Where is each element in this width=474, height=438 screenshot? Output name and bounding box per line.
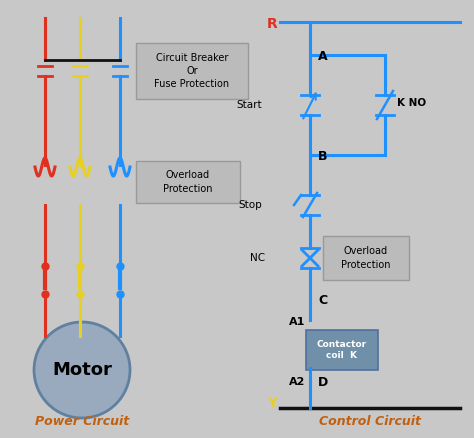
Text: A: A: [318, 50, 328, 64]
Text: A1: A1: [289, 317, 305, 327]
Text: R: R: [266, 17, 277, 31]
Text: Stop: Stop: [238, 200, 262, 210]
Text: Motor: Motor: [52, 361, 112, 379]
Text: A2: A2: [289, 377, 305, 387]
Text: Overload
Protection: Overload Protection: [341, 247, 391, 270]
FancyBboxPatch shape: [323, 236, 409, 280]
Text: Overload
Protection: Overload Protection: [163, 170, 213, 194]
Text: Contactor
coil  K: Contactor coil K: [317, 339, 367, 360]
FancyBboxPatch shape: [136, 161, 240, 203]
FancyBboxPatch shape: [136, 43, 248, 99]
FancyBboxPatch shape: [306, 330, 378, 370]
Text: Control Circuit: Control Circuit: [319, 415, 421, 428]
Text: Start: Start: [237, 100, 262, 110]
Text: Power Circuit: Power Circuit: [35, 415, 129, 428]
Text: Circuit Breaker
Or
Fuse Protection: Circuit Breaker Or Fuse Protection: [155, 53, 229, 89]
Circle shape: [34, 322, 130, 418]
Text: K NO: K NO: [397, 98, 426, 108]
Text: NC: NC: [250, 253, 265, 263]
Text: C: C: [318, 293, 327, 307]
Text: D: D: [318, 375, 328, 389]
Text: Y: Y: [267, 396, 277, 410]
Text: B: B: [318, 151, 328, 163]
